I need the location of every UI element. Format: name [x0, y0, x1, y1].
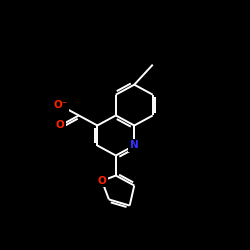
Text: O: O — [98, 176, 106, 186]
Text: O⁻: O⁻ — [53, 100, 68, 110]
Text: O: O — [56, 120, 65, 130]
Text: N: N — [130, 140, 139, 150]
